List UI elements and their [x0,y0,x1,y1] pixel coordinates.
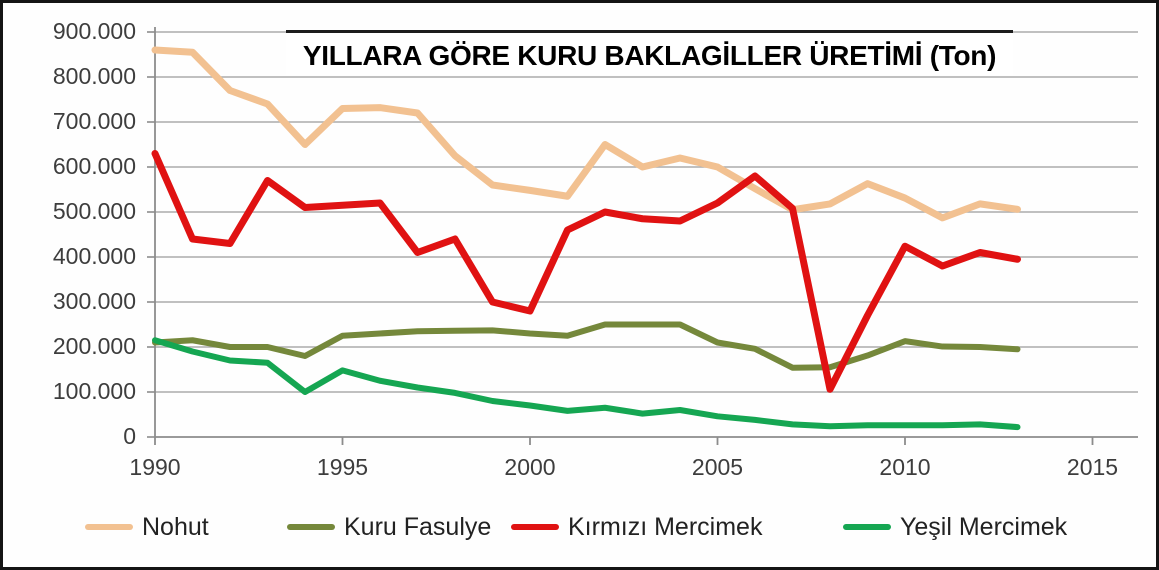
x-axis-label: 2000 [504,454,556,480]
chart-title: YILLARA GÖRE KURU BAKLAGİLLER ÜRETİMİ (T… [286,30,1013,75]
legend-label: Nohut [142,512,209,541]
chart-canvas [147,27,1138,445]
x-axis-label: 1990 [129,454,181,480]
x-axis-label: 2015 [1066,454,1119,480]
y-axis-label: 900.000 [52,18,136,44]
legend-line-swatch [511,524,559,530]
y-axis-label: 200.000 [52,333,136,359]
legend-item-1: Nohut [85,509,209,545]
y-axis-label: 700.000 [52,108,136,134]
y-axis-label: 100.000 [52,378,136,404]
legend-label: Kuru Fasulye [344,512,492,541]
series-line-1 [151,46,1021,222]
legend-line-swatch [85,524,133,530]
legend-line-swatch [843,524,891,530]
legend-item-3: Kırmızı Mercimek [511,509,762,545]
legend-item-2: Kuru Fasulye [287,509,491,545]
series-line-3 [151,150,1021,393]
x-axis-label: 2005 [691,454,744,480]
y-axis-label: 500.000 [52,198,136,224]
y-axis-label: 0 [123,423,136,449]
x-axis-label: 1995 [316,454,369,480]
legend-line-swatch [287,524,335,530]
legend-item-4: Yeşil Mercimek [843,509,1067,545]
legend-label: Yeşil Mercimek [900,512,1068,541]
y-axis-label: 600.000 [52,153,136,179]
x-axis-label: 2010 [879,454,931,480]
series-line-4 [152,337,1021,431]
legend-label: Kırmızı Mercimek [568,512,763,541]
y-axis-label: 800.000 [52,63,136,89]
y-axis-label: 300.000 [52,288,136,314]
y-axis-label: 400.000 [52,243,136,269]
series-line-2 [152,321,1021,371]
